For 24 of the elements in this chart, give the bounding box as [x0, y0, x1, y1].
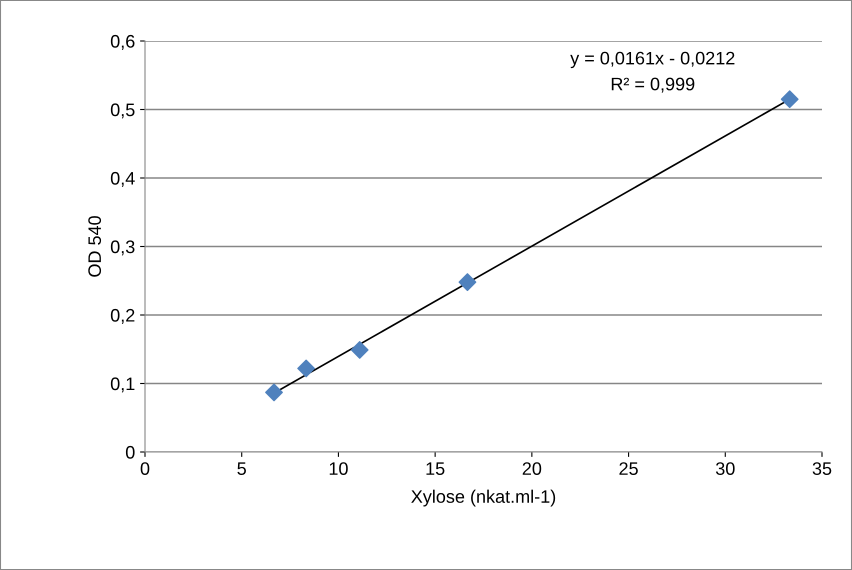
point — [780, 90, 799, 108]
x-tick-label: 20 — [522, 462, 542, 475]
x-axis-title: Xylose (nkat.ml-1) — [411, 490, 556, 506]
annotation: y = 0,0161x - 0,0212 — [570, 52, 734, 68]
annotation: R² = 0,999 — [612, 78, 694, 93]
y-tick-label: 0,5 — [110, 103, 135, 118]
y-axis-title: OD 540 — [88, 216, 102, 277]
point — [458, 273, 476, 292]
x-tick-label: 5 — [237, 462, 246, 475]
x-tick-label: 10 — [330, 462, 348, 475]
y-tick-label: 0,3 — [110, 240, 134, 256]
y-tick-label: 0 — [126, 446, 135, 459]
y-tick-label: 0,6 — [110, 34, 134, 50]
x-tick-label: 35 — [812, 462, 832, 475]
point — [297, 360, 316, 378]
x-tick-label: 0 — [140, 462, 150, 475]
point — [350, 341, 369, 359]
y-tick-label: 0,4 — [110, 172, 135, 187]
x-tick-label: 30 — [716, 462, 735, 475]
x-tick-label: 25 — [619, 462, 638, 475]
y-tick-label: 0,1 — [110, 377, 134, 392]
y-tick-label: 0,2 — [110, 308, 134, 324]
point — [265, 383, 283, 402]
x-tick-label: 15 — [426, 462, 444, 475]
